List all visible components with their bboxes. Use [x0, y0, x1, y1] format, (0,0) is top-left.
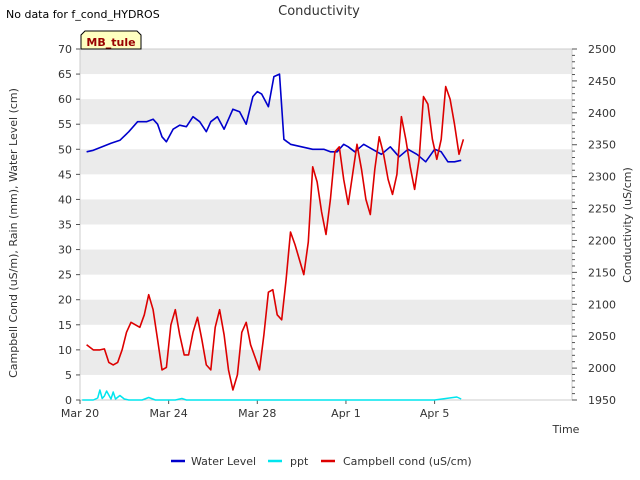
y-left-tick-label: 5 — [65, 369, 72, 382]
y-left-tick-label: 10 — [58, 344, 72, 357]
x-axis: Mar 20 Mar 24 Mar 28 Apr 1 Apr 5 — [61, 400, 449, 420]
y-left-tick-label: 35 — [58, 219, 72, 232]
y-right-tick-label: 1950 — [588, 394, 616, 407]
series-line-ppt — [82, 389, 462, 401]
y-axis-right: 1950 2000 2050 2100 2150 2200 2250 2300 2350 2400… — [572, 43, 616, 407]
y-left-tick-label: 15 — [58, 319, 72, 332]
y-axis-label-right: Conductivity (uS/cm) — [621, 167, 634, 283]
y-right-tick-label: 2150 — [588, 266, 616, 279]
y-left-tick-label: 55 — [58, 118, 72, 131]
y-left-tick-label: 25 — [58, 269, 72, 282]
y-right-tick-label: 2050 — [588, 330, 616, 343]
y-left-tick-label: 70 — [58, 43, 72, 56]
chart-title: Conductivity — [278, 4, 360, 19]
y-left-tick-label: 45 — [58, 168, 72, 181]
y-right-tick-label: 2500 — [588, 43, 616, 56]
y-right-tick-label: 2200 — [588, 234, 616, 247]
series-line-water-level — [86, 73, 462, 163]
y-right-tick-label: 2450 — [588, 75, 616, 88]
plot-bands — [80, 49, 572, 375]
y-axis-label-left: Campbell Cond (uS/m), Rain (mm), Water L… — [7, 88, 20, 378]
y-right-tick-label: 2350 — [588, 139, 616, 152]
x-axis-label: Time — [552, 423, 580, 436]
y-left-tick-label: 30 — [58, 244, 72, 257]
series-line-campbell — [86, 85, 465, 391]
y-right-tick-label: 2250 — [588, 203, 616, 216]
x-tick-label: Apr 1 — [331, 407, 361, 420]
y-axis-left: 0 5 10 15 20 25 30 35 40 45 50 55 60 65 70 — [58, 43, 80, 407]
badge: MB_tule — [80, 30, 142, 50]
x-tick-label: Mar 28 — [238, 407, 276, 420]
plot-band — [80, 149, 572, 175]
plot-band — [80, 49, 572, 75]
legend: Water Level ppt Campbell cond (uS/cm) — [171, 455, 472, 468]
plot-band — [80, 249, 572, 275]
y-right-tick-label: 2000 — [588, 362, 616, 375]
y-right-tick-label: 2400 — [588, 107, 616, 120]
y-left-tick-label: 0 — [65, 394, 72, 407]
y-left-tick-label: 20 — [58, 294, 72, 307]
x-tick-label: Apr 5 — [420, 407, 450, 420]
x-tick-label: Mar 20 — [61, 407, 99, 420]
y-left-tick-label: 40 — [58, 193, 72, 206]
y-right-tick-label: 2300 — [588, 171, 616, 184]
plot-band — [80, 349, 572, 375]
plot-band — [80, 199, 572, 225]
legend-label-water-level: Water Level — [191, 455, 256, 468]
y-left-tick-label: 65 — [58, 68, 72, 81]
legend-label-campbell: Campbell cond (uS/cm) — [343, 455, 472, 468]
badge-shape — [80, 30, 142, 50]
badge-label: MB_tule — [86, 36, 135, 49]
y-left-tick-label: 60 — [58, 93, 72, 106]
x-tick-label: Mar 24 — [150, 407, 188, 420]
series-layer — [82, 73, 465, 401]
y-left-tick-label: 50 — [58, 143, 72, 156]
legend-label-ppt: ppt — [290, 455, 309, 468]
y-right-tick-label: 2100 — [588, 298, 616, 311]
plot-band — [80, 299, 572, 325]
top-note: No data for f_cond_HYDROS — [6, 8, 160, 21]
plot-band — [80, 99, 572, 125]
